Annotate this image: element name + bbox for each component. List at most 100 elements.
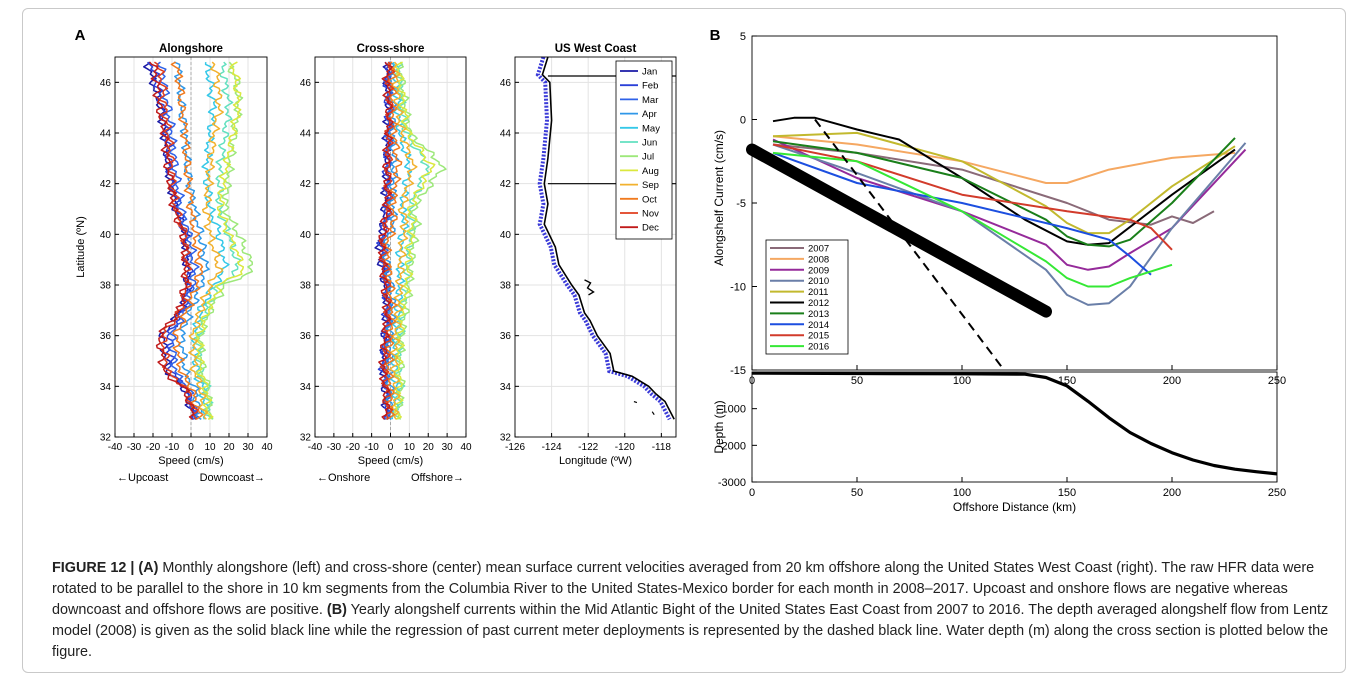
map-sf-bay	[584, 279, 595, 296]
caption-a-label: (A)	[138, 560, 159, 576]
crossshore-series-sep	[389, 61, 418, 420]
map-subplot: -126 -124 -122 -120 -118 32 34 36 38 40 42 44 46 US W…	[500, 43, 677, 467]
alongshore-right-note: Downcoast→	[200, 472, 265, 484]
alongshore-xtick-label: -20	[146, 442, 161, 453]
crossshore-series-dec	[377, 61, 394, 420]
crossshore-xtick-label: 0	[388, 442, 394, 453]
crossshore-title: Cross-shore	[357, 43, 425, 55]
map-xtick-label: -120	[615, 442, 635, 453]
map-ytick-label: 34	[500, 382, 512, 393]
caption-figure-label: FIGURE 12 |	[52, 560, 135, 576]
map-ytick-label: 32	[500, 433, 512, 444]
alongshelf-xtick-label: 200	[1163, 375, 1181, 387]
map-xlabel: Longitude (ºW)	[559, 455, 632, 467]
map-ytick-label: 38	[500, 281, 512, 292]
crossshore-xtick-label: 10	[404, 442, 416, 453]
depth-xtick-label: 150	[1058, 487, 1076, 499]
legend-label-jun: Jun	[642, 138, 657, 149]
alongshelf-ytick-label: -10	[730, 282, 746, 294]
legend-label-dec: Dec	[642, 223, 659, 234]
figure-frame	[22, 8, 1346, 673]
legend-label-2008: 2008	[808, 254, 829, 265]
alongshore-series-oct	[170, 61, 204, 420]
alongshore-xtick-label: 0	[188, 442, 194, 453]
map-ytick-label: 46	[500, 78, 512, 89]
legend-label-feb: Feb	[642, 81, 658, 92]
alongshore-xlabel: Speed (cm/s)	[158, 455, 223, 467]
alongshelf-ytick-label: 0	[740, 115, 746, 127]
alongshore-ytick-label: 36	[100, 331, 112, 342]
crossshore-xtick-label: 30	[442, 442, 454, 453]
alongshore-title: Alongshore	[159, 43, 223, 55]
legend-label-2009: 2009	[808, 265, 829, 276]
map-xtick-label: -124	[542, 442, 562, 453]
depth-axes-box	[751, 371, 1278, 483]
alongshore-ylabel: Latitude (ºN)	[75, 216, 87, 278]
depth-ytick-label: -3000	[718, 477, 746, 489]
series-2008	[772, 135, 1236, 184]
alongshore-xtick-label: 30	[242, 442, 254, 453]
legend-label-2012: 2012	[808, 298, 829, 309]
legend-label-2013: 2013	[808, 309, 829, 320]
map-xtick-label: -126	[505, 442, 525, 453]
alongshore-series-sep	[188, 61, 224, 420]
crossshore-xtick-label: -20	[346, 442, 361, 453]
caption-b-text: Yearly alongshelf currents within the Mi…	[52, 602, 1329, 660]
alongshore-ytick-label: 44	[100, 129, 112, 140]
caption-a-text: Monthly alongshore (left) and cross-shor…	[52, 560, 1315, 618]
alongshore-ytick-label: 46	[100, 78, 112, 89]
regression-dashed-line	[814, 118, 1005, 371]
crossshore-xlabel: Speed (cm/s)	[358, 455, 423, 467]
alongshore-left-note: ←Upcoast	[117, 472, 168, 484]
figure-caption: FIGURE 12 | (A) Monthly alongshore (left…	[52, 558, 1337, 663]
crossshore-xtick-label: -30	[327, 442, 342, 453]
legend-label-nov: Nov	[642, 209, 659, 220]
crossshore-xtick-label: -40	[308, 442, 323, 453]
alongshore-xtick-label: -10	[165, 442, 180, 453]
map-legend-box	[615, 60, 673, 240]
crossshore-series-apr	[380, 61, 400, 420]
alongshore-series-aug	[195, 61, 245, 420]
crossshore-ytick-label: 36	[300, 331, 312, 342]
crossshore-ytick-label: 46	[300, 78, 312, 89]
crossshore-ytick-label: 38	[300, 281, 312, 292]
alongshelf-ytick-label: -15	[730, 365, 746, 377]
legend-label-2010: 2010	[808, 276, 829, 287]
series-2016	[772, 151, 1173, 288]
caption-b-label: (B)	[326, 602, 347, 618]
series-2012	[772, 116, 1236, 246]
crossshore-ytick-label: 42	[300, 179, 312, 190]
crossshore-right-note: Offshore→	[411, 472, 464, 484]
depth-xlabel: Offshore Distance (km)	[953, 500, 1076, 514]
alongshore-series-jul	[194, 61, 254, 420]
legend-label-may: May	[642, 123, 660, 134]
alongshelf-xtick-label: 100	[953, 375, 971, 387]
crossshore-xtick-label: 20	[423, 442, 435, 453]
legend-label-jul: Jul	[642, 152, 654, 163]
legend-label-aug: Aug	[642, 166, 659, 177]
crossshore-xtick-label: 40	[460, 442, 472, 453]
crossshore-ytick-label: 34	[300, 382, 312, 393]
crossshore-ytick-label: 44	[300, 129, 312, 140]
alongshore-ytick-label: 38	[100, 281, 112, 292]
series-2014	[772, 151, 1152, 276]
depth-ytick-label: -2000	[718, 440, 746, 452]
panel-a-letter: A	[75, 27, 86, 44]
alongshore-ytick-label: 42	[100, 179, 112, 190]
series-2011	[772, 131, 1236, 235]
alongshore-xtick-label: 40	[261, 442, 273, 453]
crossshore-xtick-label: -10	[364, 442, 379, 453]
crossshore-subplot: -40 -30 -20 -10 0 10 20 30 40 32 34 36 38 40 42 44 46 Cro…	[300, 43, 472, 484]
map-xtick-label: -118	[652, 442, 672, 453]
legend-label-sep: Sep	[642, 180, 659, 191]
legend-label-2014: 2014	[808, 320, 829, 331]
map-ytick-label: 36	[500, 331, 512, 342]
alongshore-series-mar	[156, 61, 200, 420]
alongshore-series-dec	[149, 61, 195, 420]
depth-xtick-label: 50	[851, 487, 863, 499]
legend-label-2015: 2015	[808, 331, 829, 342]
alongshore-ytick-label: 40	[100, 230, 112, 241]
crossshore-ytick-label: 40	[300, 230, 312, 241]
